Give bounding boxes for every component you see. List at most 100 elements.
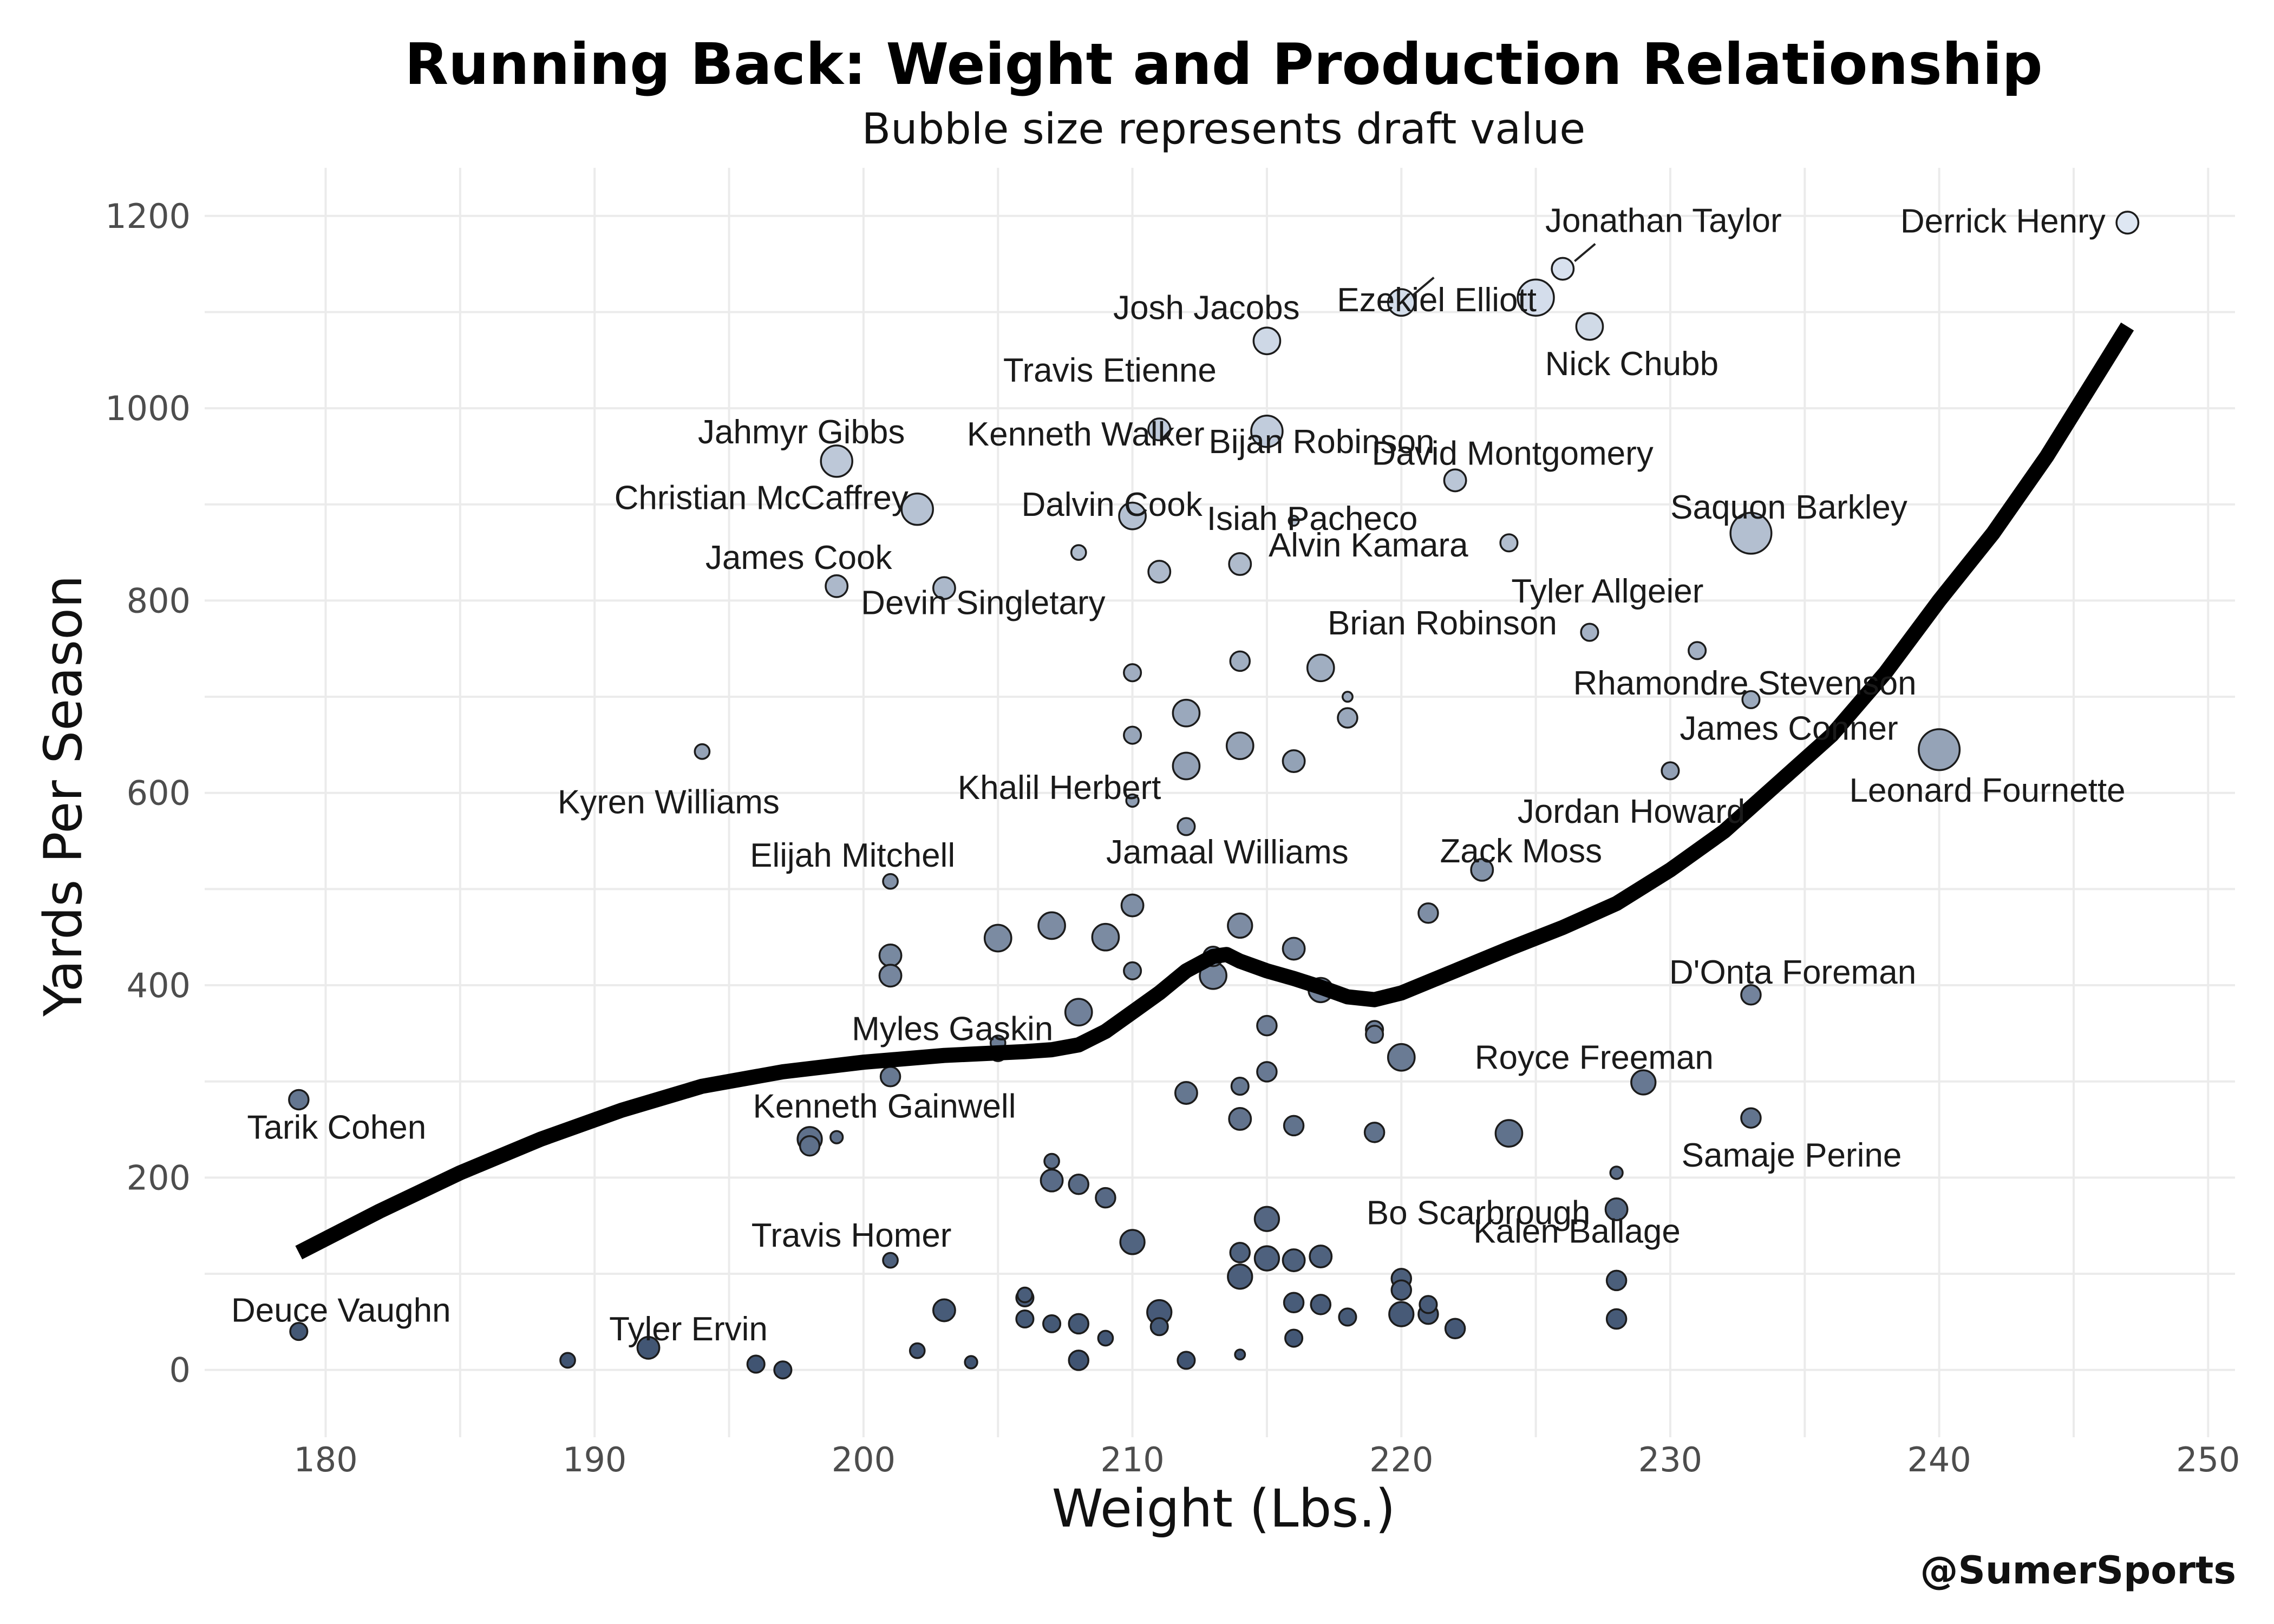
- bubble-point: [1918, 728, 1961, 771]
- bubble-point: [1338, 1307, 1357, 1327]
- bubble-point: [1470, 857, 1494, 882]
- x-tick-label: 230: [1638, 1440, 1702, 1479]
- bubble-point: [932, 1298, 956, 1322]
- trend-line: [295, 322, 2134, 1260]
- point-label: Bijan Robinson: [1208, 423, 1434, 461]
- point-label: Nick Chubb: [1545, 345, 1718, 383]
- bubble-point: [1149, 1317, 1169, 1337]
- point-label: Ezekiel Elliott: [1337, 281, 1537, 319]
- bubble-point: [1253, 1206, 1280, 1232]
- point-label: Jahmyr Gibbs: [698, 414, 905, 451]
- bubble-point: [1580, 623, 1599, 642]
- point-label: Kenneth Walker: [967, 416, 1205, 453]
- bubble-point: [1288, 515, 1300, 527]
- y-tick-label: 400: [127, 966, 191, 1005]
- bubble-point: [1283, 1292, 1305, 1314]
- point-label: Saquon Barkley: [1670, 489, 1907, 526]
- x-tick-label: 210: [1100, 1440, 1164, 1479]
- y-tick-label: 200: [127, 1158, 191, 1197]
- y-tick-label: 1200: [105, 197, 191, 236]
- bubble-point: [1688, 641, 1707, 660]
- bubble-point: [289, 1322, 309, 1341]
- bubble-point: [559, 1352, 576, 1369]
- bubble-point: [964, 1355, 978, 1370]
- label-leader-line: [1413, 277, 1435, 296]
- bubble-point: [1118, 501, 1147, 531]
- point-label: Bo Scarbrough: [1367, 1195, 1591, 1232]
- point-label: Myles Gaskin: [852, 1011, 1053, 1048]
- bubble-point: [878, 944, 903, 967]
- bubble-point: [829, 1130, 844, 1144]
- bubble-point: [1229, 1242, 1251, 1263]
- x-tick-label: 250: [2176, 1440, 2240, 1479]
- bubble-point: [1256, 1061, 1278, 1083]
- bubble-point: [1172, 698, 1201, 728]
- bubble-point: [1095, 1187, 1116, 1209]
- bubble-point: [1070, 544, 1087, 561]
- bubble-point: [1097, 1330, 1114, 1347]
- point-label: Elijah Mitchell: [750, 837, 955, 874]
- point-label: Travis Etienne: [1003, 352, 1217, 389]
- x-tick-label: 190: [563, 1440, 626, 1479]
- point-label: Samaje Perine: [1682, 1137, 1902, 1174]
- point-label: Rhamondre Stevenson: [1573, 665, 1917, 702]
- bubble-point: [1068, 1313, 1089, 1335]
- bubble-point: [1494, 1119, 1524, 1148]
- bubble-point: [1740, 1107, 1762, 1129]
- bubble-point: [1575, 312, 1604, 341]
- bubble-point: [1741, 690, 1761, 709]
- label-leader-line: [1574, 243, 1596, 263]
- x-tick-label: 180: [293, 1440, 357, 1479]
- bubble-point: [1172, 751, 1201, 781]
- bubble-point: [1125, 793, 1140, 808]
- bubble-point: [1037, 911, 1066, 940]
- bubble-point: [773, 1360, 793, 1380]
- bubble-point: [882, 873, 899, 890]
- bubble-point: [878, 964, 903, 988]
- bubble-point: [1229, 650, 1251, 672]
- bubble-point: [1365, 1025, 1384, 1044]
- bubble-point: [1605, 1308, 1628, 1330]
- point-label: Devin Singletary: [861, 584, 1105, 621]
- bubble-point: [1363, 1122, 1386, 1143]
- bubble-point: [1253, 1245, 1280, 1272]
- bubble-point: [1234, 1348, 1246, 1361]
- y-axis-title: Yards Per Season: [33, 575, 94, 1017]
- point-label: Deuce Vaughn: [231, 1292, 451, 1330]
- bubble-point: [1068, 1174, 1089, 1195]
- bubble-point: [1283, 1115, 1305, 1137]
- bubble-point: [1419, 1295, 1438, 1314]
- bubble-point: [1228, 1107, 1252, 1131]
- axis-ticks: 180 190 200 210 220 230 240 250 0 200 400 600 800 100…: [105, 197, 2240, 1479]
- bubble-point: [1016, 1286, 1034, 1304]
- bubble-point: [882, 1252, 899, 1269]
- bubble-point: [1661, 761, 1680, 781]
- y-tick-label: 600: [127, 774, 191, 813]
- point-labels: Derrick Henry Jonathan Taylor Ezekiel Elli…: [231, 202, 2126, 1348]
- bubble-point: [1444, 1318, 1466, 1340]
- point-label: Khalil Herbert: [958, 769, 1161, 807]
- bubble-point: [1729, 512, 1773, 555]
- point-label: Josh Jacobs: [1113, 290, 1300, 327]
- grid-lines: [205, 168, 2235, 1437]
- bubble-point: [909, 1342, 926, 1359]
- bubble-point: [1230, 1077, 1250, 1096]
- bubble-point: [1387, 288, 1416, 317]
- bubble-point: [1387, 1043, 1416, 1072]
- bubble-point: [1174, 1081, 1198, 1105]
- point-label: Brian Robinson: [1328, 605, 1557, 642]
- bubble-point: [1605, 1269, 1628, 1292]
- bubble-point: [1284, 1328, 1304, 1348]
- bubble-point: [1282, 937, 1306, 961]
- bubble-point: [1068, 1350, 1089, 1371]
- bubble-point: [1417, 902, 1439, 924]
- point-label: Jonathan Taylor: [1545, 202, 1782, 240]
- chart-subtitle: Bubble size represents draft value: [862, 105, 1586, 154]
- point-label: Alvin Kamara: [1269, 527, 1468, 564]
- bubble-point: [1043, 1152, 1060, 1170]
- bubble-point: [1388, 1301, 1415, 1327]
- bubble-point: [1337, 707, 1358, 729]
- bubble-point: [288, 1089, 310, 1111]
- bubble-point: [1250, 415, 1284, 448]
- bubble-point: [1064, 998, 1093, 1027]
